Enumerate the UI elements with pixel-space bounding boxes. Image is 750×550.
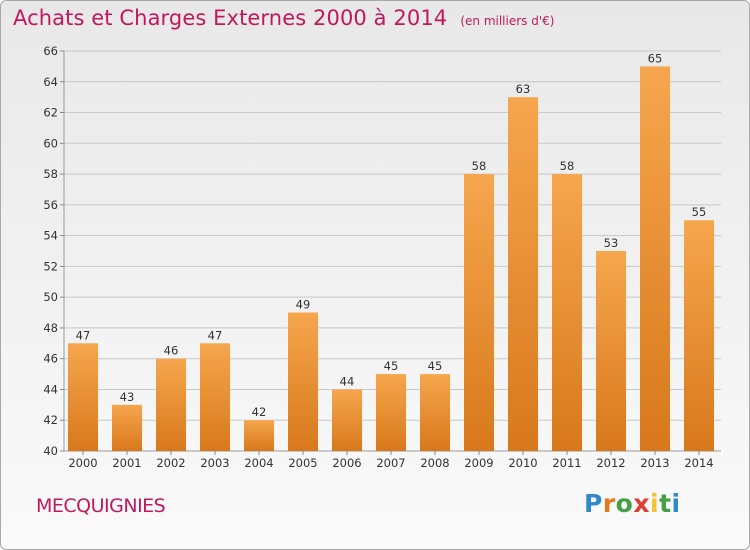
x-tick-label-2012: 2012 [596,456,625,470]
value-label-2010: 63 [516,82,531,96]
x-tick-label-2005: 2005 [288,456,317,470]
value-label-2005: 49 [296,298,311,312]
y-tick-label: 56 [43,198,58,212]
x-tick-label-2013: 2013 [640,456,669,470]
y-tick-label: 64 [43,75,58,89]
bar-2001 [112,404,142,451]
bar-2011 [552,174,582,452]
x-tick-label-2001: 2001 [112,456,141,470]
value-label-2006: 44 [340,374,355,388]
bar-2009 [464,174,494,452]
y-tick-label: 44 [43,382,58,396]
value-label-2001: 43 [120,390,135,404]
bar-2007 [376,374,406,451]
x-tick-label-2009: 2009 [464,456,493,470]
value-label-2009: 58 [472,159,487,173]
y-tick-label: 42 [43,413,58,427]
bar-2008 [420,374,450,451]
bar-2012 [596,251,626,451]
y-tick-label: 48 [43,321,58,335]
value-label-2013: 65 [648,51,663,65]
brand-letter: x [633,489,650,518]
bar-2010 [508,97,538,452]
value-label-2004: 42 [252,405,267,419]
x-tick-label-2010: 2010 [508,456,537,470]
y-tick-label: 46 [43,352,58,366]
value-label-2007: 45 [384,359,399,373]
x-tick-label-2004: 2004 [244,456,273,470]
x-tick-label-2014: 2014 [684,456,713,470]
bar-2006 [332,389,362,451]
labels: 40 42 44 46 48 50 52 54 56 58 60 62 64 66 47 2000 43 2001… [43,44,713,470]
brand-letter: o [615,489,634,518]
x-tick-label-2008: 2008 [420,456,449,470]
bar-2004 [244,420,274,451]
chart-header: Achats et Charges Externes 2000 à 2014 (… [13,6,554,30]
x-tick-label-2000: 2000 [68,456,97,470]
x-tick-label-2006: 2006 [332,456,361,470]
x-tick-label-2011: 2011 [552,456,581,470]
bar-2003 [200,343,230,451]
bar-2013 [640,66,670,451]
y-tick-label: 52 [43,259,58,273]
chart-title: Achats et Charges Externes 2000 à 2014 [13,6,448,30]
value-label-2012: 53 [604,236,619,250]
value-label-2003: 47 [208,328,223,342]
brand-letter: P [584,489,603,518]
y-tick-label: 60 [43,136,58,150]
bar-2002 [156,358,186,451]
brand-letter: t [659,489,672,518]
y-tick-label: 50 [43,290,58,304]
location-name: MECQUIGNIES [36,495,166,517]
y-tick-label: 66 [43,44,58,58]
x-tick-label-2003: 2003 [200,456,229,470]
value-label-2008: 45 [428,359,443,373]
brand-letter: r [602,489,616,518]
value-label-2011: 58 [560,159,575,173]
bar-2005 [288,312,318,451]
value-label-2000: 47 [76,328,91,342]
bar-2000 [68,343,98,451]
x-tick-label-2002: 2002 [156,456,185,470]
x-tick-label-2007: 2007 [376,456,405,470]
chart-subtitle: (en milliers d'€) [460,14,555,28]
y-tick-label: 40 [43,444,58,458]
value-label-2014: 55 [692,205,707,219]
y-tick-label: 58 [43,167,58,181]
brand-letter: i [671,489,681,518]
bar-2014 [684,220,714,451]
brand-letter: i [650,489,660,518]
brand-logo: Proxiti [584,489,681,518]
y-tick-label: 62 [43,106,58,120]
bars [68,66,714,452]
value-label-2002: 46 [164,344,179,358]
y-tick-label: 54 [43,229,58,243]
